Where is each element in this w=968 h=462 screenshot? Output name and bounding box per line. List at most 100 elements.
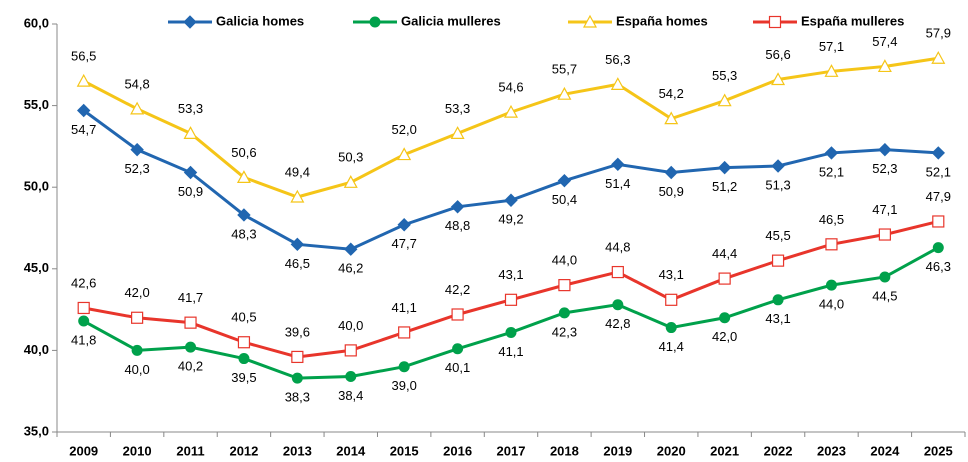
data-label: 42,3 [552,324,577,339]
marker [450,126,465,139]
x-tick-label: 2025 [924,443,953,458]
x-tick-label: 2012 [229,443,258,458]
data-label: 44,4 [712,246,737,261]
marker [825,238,838,251]
x-tick-label: 2009 [69,443,98,458]
data-label: 50,6 [231,145,256,160]
marker [771,159,785,173]
marker [825,279,837,291]
marker [558,307,570,319]
data-label: 50,3 [338,150,363,165]
data-label: 49,2 [498,212,523,227]
legend-label: España mulleres [801,13,904,28]
data-label: 39,6 [285,324,310,339]
data-label: 47,7 [392,236,417,251]
marker [131,344,143,356]
marker [611,157,625,172]
data-label: 51,4 [605,176,630,191]
marker [931,51,946,64]
marker [557,173,572,188]
marker [932,242,944,254]
data-label: 52,1 [926,164,951,179]
marker [184,316,197,329]
marker [771,72,786,86]
marker [664,165,678,180]
marker [78,315,90,327]
marker [343,175,358,188]
data-label: 54,6 [498,80,523,95]
marker [130,101,145,115]
marker [290,189,305,203]
marker [291,350,304,364]
marker [772,294,784,306]
legend-marker [369,16,381,28]
marker [237,208,251,222]
marker [664,111,679,125]
x-tick-label: 2018 [550,443,579,458]
marker [717,93,732,107]
data-label: 53,3 [178,101,203,116]
x-tick-label: 2021 [710,443,739,458]
series-line [82,109,939,251]
legend-marker [768,15,782,29]
data-label: 42,6 [71,275,96,290]
marker [504,193,518,207]
marker [397,147,412,161]
data-label: 48,3 [231,226,256,241]
marker [344,242,358,256]
legend-label: Galicia homes [216,13,304,28]
marker [183,126,198,139]
data-label: 44,0 [819,297,844,312]
data-label: 40,2 [178,359,203,374]
y-tick-label: 50,0 [24,179,49,194]
data-label: 54,8 [124,76,149,91]
marker [398,361,410,373]
data-label: 41,7 [178,290,203,305]
data-label: 43,1 [765,311,790,326]
marker [77,301,90,315]
data-label: 46,3 [926,259,951,274]
marker [824,64,839,77]
marker [612,299,624,311]
data-label: 41,8 [71,332,96,347]
data-label: 42,0 [124,285,149,300]
data-label: 39,0 [392,378,417,393]
data-label: 54,2 [659,86,684,101]
data-label: 43,1 [498,267,523,282]
marker [610,77,625,90]
x-tick-label: 2023 [817,443,846,458]
x-tick-label: 2020 [657,443,686,458]
data-label: 56,5 [71,49,96,64]
marker [504,293,518,306]
legend-marker [183,15,197,29]
marker [718,272,731,285]
data-label: 57,9 [926,26,951,41]
data-label: 51,2 [712,179,737,194]
marker [557,86,572,100]
data-label: 41,4 [659,339,684,354]
marker [878,142,892,157]
data-label: 40,5 [231,310,256,325]
marker [558,279,571,292]
x-tick-label: 2011 [176,443,204,458]
data-label: 44,0 [552,253,577,268]
data-label: 45,5 [765,228,790,243]
marker [879,271,891,283]
legend-label: Galicia mulleres [401,13,501,28]
data-label: 46,5 [819,212,844,227]
data-label: 55,7 [552,62,577,77]
data-label: 55,3 [712,68,737,83]
data-label: 49,4 [285,164,310,179]
x-tick-label: 2022 [764,443,793,458]
x-tick-label: 2017 [497,443,526,458]
data-label: 48,8 [445,218,470,233]
data-label: 50,9 [659,184,684,199]
data-label: 38,4 [338,388,363,403]
marker [237,336,251,349]
marker [452,343,464,355]
marker [183,165,198,180]
marker [76,73,91,87]
data-label: 52,0 [392,122,417,137]
marker [505,326,517,338]
marker [185,341,197,353]
